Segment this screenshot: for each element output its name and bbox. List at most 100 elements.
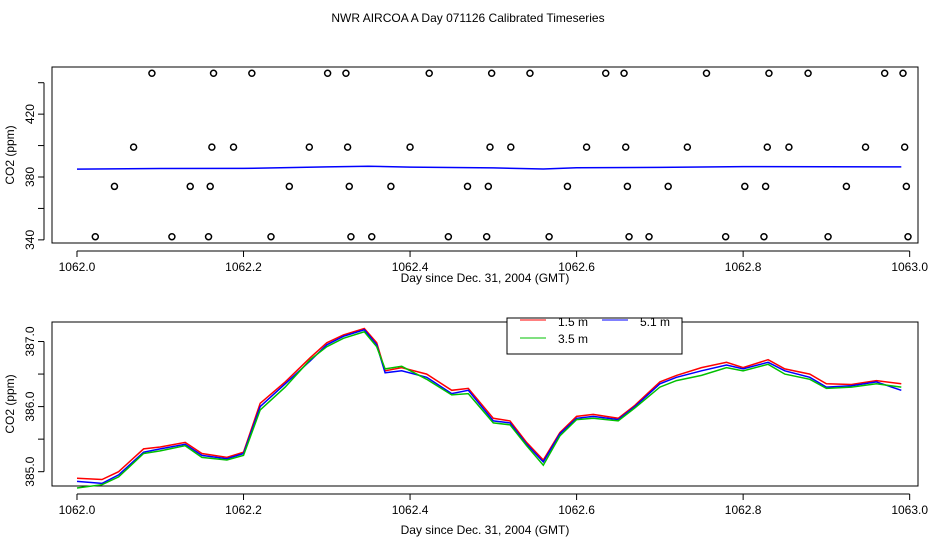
- data-point: [368, 232, 376, 241]
- data-point: [763, 143, 772, 151]
- data-point: [229, 143, 238, 151]
- y-axis-label-group: CO2 (ppm): [3, 125, 17, 184]
- data-point: [621, 143, 630, 151]
- data-point: [904, 232, 912, 241]
- data-point: [204, 232, 213, 241]
- data-point: [387, 182, 395, 191]
- scatter-panel: CO2 (ppm) Day since Dec. 31, 2004 (GMT) …: [3, 66, 928, 285]
- chart-title: NWR AIRCOA A Day 071126 Calibrated Times…: [331, 11, 604, 25]
- data-point: [208, 143, 216, 151]
- x-axis: 1062.0 1062.2 1062.4 1062.6 1062.8 1063.0: [59, 493, 928, 517]
- data-point: [765, 69, 773, 78]
- x-tick-label: 1063.0: [891, 260, 928, 274]
- series-lines: [76, 327, 902, 489]
- data-point: [623, 182, 632, 191]
- data-point: [683, 143, 692, 151]
- scatter-lines: [76, 165, 902, 170]
- data-point: [526, 69, 534, 78]
- data-point: [206, 182, 214, 191]
- data-point: [761, 182, 770, 191]
- data-point: [91, 232, 100, 241]
- plot-box: [51, 66, 919, 244]
- x-tick-label: 1062.4: [392, 260, 429, 274]
- data-point: [760, 232, 768, 241]
- data-point: [148, 69, 156, 78]
- x-tick-label: 1062.4: [392, 503, 429, 517]
- y-tick-label: 387.0: [23, 326, 37, 356]
- x-axis: 1062.0 1062.2 1062.4 1062.6 1062.8 1063.0: [59, 250, 928, 274]
- data-point: [168, 232, 176, 241]
- data-point: [209, 69, 218, 78]
- y-axis: 385.0 386.0 387.0: [23, 326, 45, 487]
- scatter-markers: [91, 69, 912, 241]
- y-tick-label: 340: [23, 230, 37, 250]
- data-point: [267, 232, 275, 241]
- data-point: [425, 69, 433, 78]
- data-point: [345, 182, 354, 191]
- timeseries-panel: CO2 (ppm) Day since Dec. 31, 2004 (GMT) …: [3, 315, 928, 537]
- data-point: [463, 182, 472, 191]
- data-point: [305, 143, 314, 151]
- x-tick-label: 1062.8: [725, 260, 762, 274]
- legend-entry-2: 5.1 m: [640, 315, 670, 329]
- legend-box: [506, 317, 683, 355]
- y-tick-label: 385.0: [23, 456, 37, 486]
- y-axis-label: CO2 (ppm): [3, 125, 17, 184]
- y-tick-label: 420: [23, 104, 37, 124]
- series-line-2: [76, 328, 902, 485]
- plot-box: [51, 321, 919, 487]
- x-axis-label: Day since Dec. 31, 2004 (GMT): [401, 523, 570, 537]
- data-point: [645, 232, 653, 241]
- data-point: [343, 143, 352, 151]
- x-tick-label: 1062.8: [725, 503, 762, 517]
- data-point: [129, 143, 138, 151]
- data-point: [902, 182, 911, 191]
- data-point: [582, 143, 591, 151]
- data-point: [785, 143, 793, 151]
- y-axis: 340 380 420: [23, 82, 45, 250]
- data-point: [880, 69, 889, 78]
- x-tick-label: 1062.0: [59, 503, 96, 517]
- x-tick-label: 1062.2: [225, 503, 262, 517]
- series-line: [76, 165, 902, 170]
- data-point: [507, 143, 515, 151]
- data-point: [248, 69, 256, 78]
- x-tick-label: 1062.0: [59, 260, 96, 274]
- data-point: [861, 143, 870, 151]
- data-point: [406, 143, 414, 151]
- data-point: [824, 232, 832, 241]
- data-point: [601, 69, 610, 78]
- data-point: [741, 182, 749, 191]
- data-point: [323, 69, 332, 78]
- data-point: [342, 69, 350, 78]
- x-tick-label: 1063.0: [891, 503, 928, 517]
- data-point: [702, 69, 711, 78]
- x-tick-label: 1062.6: [558, 503, 595, 517]
- data-point: [285, 182, 294, 191]
- data-point: [186, 182, 194, 191]
- y-tick-label: 380: [23, 167, 37, 187]
- data-point: [487, 69, 496, 78]
- data-point: [804, 69, 812, 78]
- data-point: [899, 69, 907, 78]
- data-point: [444, 232, 453, 241]
- series-line-1: [76, 327, 902, 481]
- y-axis-label: CO2 (ppm): [3, 374, 17, 433]
- legend-entry-3: 3.5 m: [558, 332, 588, 346]
- data-point: [664, 182, 672, 191]
- x-axis-label: Day since Dec. 31, 2004 (GMT): [401, 271, 570, 285]
- data-point: [620, 69, 628, 78]
- data-point: [482, 232, 491, 241]
- data-point: [900, 143, 909, 151]
- y-tick-label: 386.0: [23, 391, 37, 421]
- data-point: [484, 182, 493, 191]
- data-point: [545, 232, 553, 241]
- data-point: [625, 232, 633, 241]
- data-point: [721, 232, 730, 241]
- x-tick-label: 1062.2: [225, 260, 262, 274]
- series-line-3: [76, 330, 902, 489]
- legend: 1.5 m 5.1 m 3.5 m: [506, 315, 683, 355]
- data-point: [563, 182, 572, 191]
- data-point: [486, 143, 494, 151]
